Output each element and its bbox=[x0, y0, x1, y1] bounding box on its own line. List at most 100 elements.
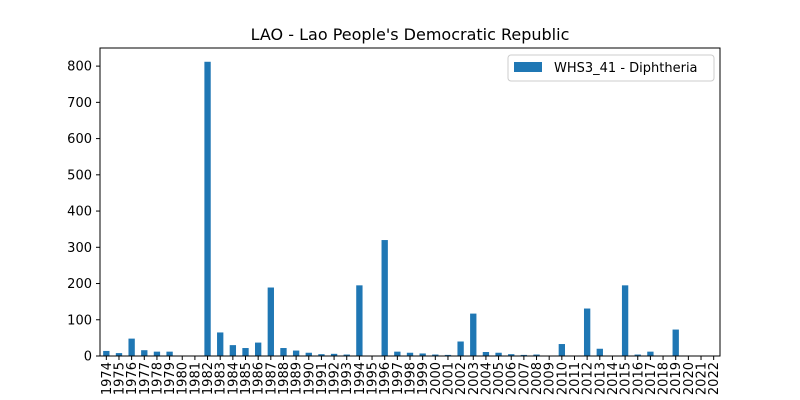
bar-2015 bbox=[621, 285, 629, 356]
bar-1989 bbox=[292, 350, 300, 356]
x-tick-label: 1988 bbox=[277, 362, 292, 395]
bar-1982 bbox=[204, 61, 211, 357]
bar-1997 bbox=[394, 351, 401, 356]
y-tick-label: 200 bbox=[67, 277, 92, 292]
bar-2019 bbox=[672, 329, 679, 356]
x-tick-label: 1982 bbox=[201, 362, 216, 395]
bar-1974 bbox=[103, 350, 110, 356]
x-tick-label: 2019 bbox=[669, 362, 684, 395]
bar-1976 bbox=[128, 338, 135, 356]
y-tick-label: 300 bbox=[67, 241, 92, 256]
bar-2007 bbox=[520, 354, 528, 356]
bar-1984 bbox=[229, 345, 237, 356]
x-tick-label: 2000 bbox=[429, 362, 444, 395]
bar-1992 bbox=[330, 353, 338, 356]
bar-1986 bbox=[255, 342, 262, 356]
x-tick-label: 1975 bbox=[112, 362, 127, 395]
x-tick-label: 1986 bbox=[252, 362, 267, 395]
x-tick-label: 1995 bbox=[366, 362, 381, 395]
x-tick-label: 1993 bbox=[340, 362, 355, 395]
x-tick-label: 1980 bbox=[176, 362, 191, 395]
bar-1979 bbox=[166, 351, 173, 356]
bar-2008 bbox=[533, 354, 540, 356]
x-tick-label: 2006 bbox=[505, 362, 520, 395]
x-tick-label: 2005 bbox=[492, 362, 507, 395]
x-tick-label: 1974 bbox=[100, 362, 115, 395]
x-tick-label: 1976 bbox=[125, 362, 140, 395]
bar-1993 bbox=[343, 354, 350, 356]
bar-2000 bbox=[432, 354, 439, 356]
x-tick-label: 2003 bbox=[467, 362, 482, 395]
x-tick-label: 2020 bbox=[682, 362, 697, 395]
bar-2003 bbox=[470, 313, 477, 356]
x-tick-label: 2002 bbox=[454, 362, 469, 395]
plot-area: 0100200300400500600700800197419751976197… bbox=[67, 47, 722, 395]
bar-1977 bbox=[141, 350, 148, 356]
bar-2006 bbox=[508, 354, 515, 356]
x-tick-label: 2016 bbox=[631, 362, 646, 395]
x-tick-label: 2014 bbox=[606, 362, 621, 395]
bar-2001 bbox=[444, 354, 452, 356]
x-tick-label: 1996 bbox=[378, 362, 393, 395]
x-tick-label: 2004 bbox=[479, 362, 494, 395]
x-tick-label: 1999 bbox=[416, 362, 431, 395]
y-tick-label: 0 bbox=[84, 350, 92, 365]
bar-1988 bbox=[280, 348, 287, 356]
x-tick-label: 2007 bbox=[517, 362, 532, 395]
x-tick-label: 2021 bbox=[695, 362, 710, 395]
x-tick-label: 1981 bbox=[188, 362, 203, 395]
bar-1978 bbox=[153, 351, 161, 356]
bar-1985 bbox=[242, 348, 249, 356]
x-tick-label: 1983 bbox=[214, 362, 229, 395]
x-tick-label: 1998 bbox=[404, 362, 419, 395]
y-tick-label: 600 bbox=[67, 132, 92, 147]
x-tick-label: 2017 bbox=[644, 362, 659, 395]
chart-title: LAO - Lao People's Democratic Republic bbox=[251, 25, 570, 44]
legend-label: WHS3_41 - Diphtheria bbox=[554, 61, 698, 76]
x-tick-label: 1977 bbox=[138, 362, 153, 395]
bar-1991 bbox=[318, 354, 325, 356]
x-tick-label: 1979 bbox=[163, 362, 178, 395]
x-tick-label: 1987 bbox=[264, 362, 279, 395]
x-tick-label: 2001 bbox=[441, 362, 456, 395]
x-tick-label: 2009 bbox=[543, 362, 558, 395]
legend: WHS3_41 - Diphtheria bbox=[507, 54, 715, 82]
bar-1994 bbox=[356, 285, 363, 356]
x-tick-label: 1994 bbox=[353, 362, 368, 395]
x-tick-label: 1978 bbox=[150, 362, 165, 395]
x-tick-label: 2018 bbox=[657, 362, 672, 395]
bar-2016 bbox=[634, 354, 641, 356]
x-tick-label: 1992 bbox=[328, 362, 343, 395]
bar-1987 bbox=[267, 287, 274, 356]
bar-1990 bbox=[305, 352, 312, 356]
legend-swatch bbox=[514, 62, 542, 72]
x-tick-label: 2008 bbox=[530, 362, 545, 395]
bar-2010 bbox=[558, 344, 565, 356]
y-tick-label: 700 bbox=[67, 96, 92, 111]
bar-1975 bbox=[115, 353, 123, 356]
x-tick-label: 1989 bbox=[290, 362, 305, 395]
x-tick-label: 1991 bbox=[315, 362, 330, 395]
x-tick-label: 2015 bbox=[619, 362, 634, 395]
bar-2005 bbox=[495, 352, 502, 356]
x-tick-label: 2022 bbox=[707, 362, 722, 395]
x-tick-label: 1997 bbox=[391, 362, 406, 395]
bar-1998 bbox=[406, 352, 414, 356]
bar-2002 bbox=[457, 341, 464, 356]
x-tick-label: 1985 bbox=[239, 362, 254, 395]
y-tick-label: 500 bbox=[67, 168, 92, 183]
bar-1996 bbox=[381, 240, 388, 356]
bar-1983 bbox=[217, 332, 224, 356]
bar-1999 bbox=[419, 353, 426, 356]
bar-2017 bbox=[647, 351, 654, 356]
x-tick-label: 2012 bbox=[581, 362, 596, 395]
x-tick-label: 2013 bbox=[593, 362, 608, 395]
y-tick-label: 400 bbox=[67, 205, 92, 220]
bar-2013 bbox=[596, 348, 603, 356]
x-tick-label: 2010 bbox=[555, 362, 570, 395]
bar-2012 bbox=[583, 308, 591, 356]
bar-2004 bbox=[482, 352, 490, 356]
x-tick-label: 1990 bbox=[302, 362, 317, 395]
x-tick-label: 2011 bbox=[568, 362, 583, 395]
